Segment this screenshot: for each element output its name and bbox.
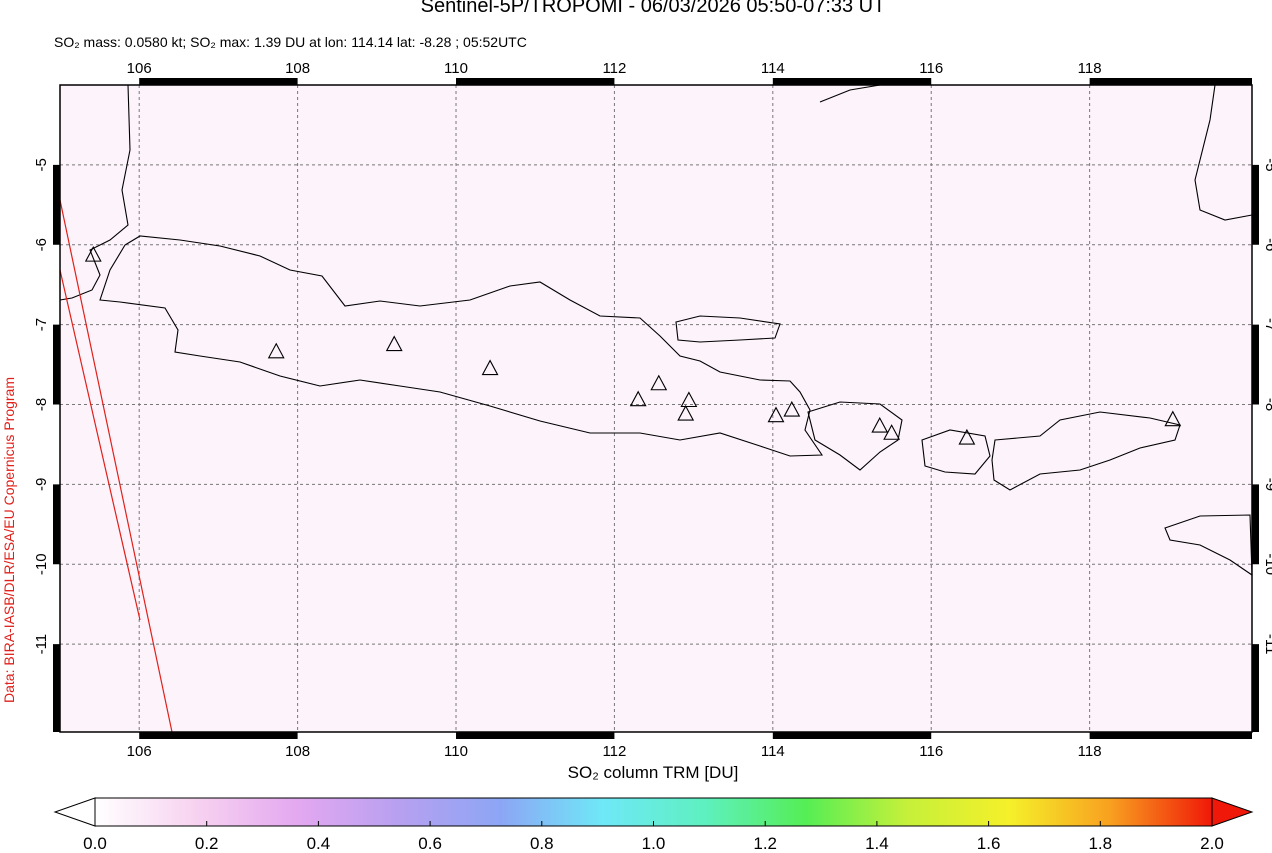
- frame-bar: [772, 732, 932, 739]
- swath-edge: [59, 199, 173, 733]
- y-tick-label: -10: [1262, 553, 1272, 575]
- volcano: [84, 245, 102, 262]
- colorbar-tick-label: 1.0: [642, 834, 666, 853]
- volcano: [680, 391, 698, 408]
- map-background: [60, 85, 1252, 732]
- y-tick-label: -6: [33, 238, 50, 251]
- frame-bar: [1089, 732, 1252, 739]
- volcano: [650, 374, 668, 391]
- x-tick-label: 108: [285, 743, 310, 760]
- x-tick-label: 118: [1078, 743, 1102, 760]
- frame-bar: [139, 732, 298, 739]
- x-tick-label: 116: [919, 743, 943, 760]
- x-tick-label: 118: [1078, 60, 1102, 77]
- y-tick-label: -8: [33, 398, 50, 411]
- grid: [60, 85, 1252, 732]
- frame-bar: [456, 78, 615, 85]
- y-tick-label: -11: [1262, 634, 1272, 655]
- y-tick-label: -8: [1262, 398, 1272, 411]
- colorbar-tick-label: 0.2: [195, 834, 219, 853]
- frame-bar: [772, 78, 932, 85]
- x-tick-label: 116: [919, 60, 943, 77]
- colorbar-tick-label: 1.8: [1088, 834, 1112, 853]
- x-tick-label: 112: [602, 743, 626, 760]
- x-tick-label: 114: [761, 743, 785, 760]
- subtitle: SO₂ mass: 0.0580 kt; SO₂ max: 1.39 DU at…: [54, 34, 527, 50]
- volcano: [267, 342, 285, 359]
- y-tick-label: -9: [33, 478, 50, 491]
- volcano: [1164, 410, 1182, 427]
- frame-bar: [53, 484, 60, 565]
- frame-bar: [1252, 644, 1259, 732]
- volcano: [958, 428, 976, 445]
- frame-bar: [53, 164, 60, 245]
- x-tick-label: 112: [602, 60, 626, 77]
- colorbar-tick-label: 2.0: [1200, 834, 1224, 853]
- volcano: [629, 390, 647, 407]
- y-tick-label: -5: [1262, 158, 1272, 171]
- coast-sumba: [1164, 514, 1253, 577]
- colorbar-over: [1211, 797, 1254, 827]
- title: Sentinel-5P/TROPOMI - 06/03/2026 05:50-0…: [421, 0, 886, 17]
- frame-bar: [53, 644, 60, 732]
- y-tick-label: -5: [33, 158, 50, 171]
- y-tick-label: -7: [33, 318, 50, 331]
- volcanoes: [84, 245, 1182, 445]
- x-tick-label: 110: [444, 60, 468, 77]
- y-tick-label: -6: [1262, 238, 1272, 251]
- x-tick-label: 114: [761, 60, 785, 77]
- swath-edge: [59, 269, 141, 621]
- colorbar-tick-label: 0.8: [530, 834, 554, 853]
- frame-bar: [456, 732, 615, 739]
- volcano: [767, 406, 785, 423]
- frame-bar: [53, 324, 60, 405]
- colorbar-tick-label: 1.4: [865, 834, 889, 853]
- frame-ticks: 106 106 108 108 110 110 112 112 114 114 116 116 118 1…: [33, 60, 1272, 760]
- colorbar: 0.0 0.2 0.4 0.6 0.8 1.0 1.2 1.4 1.6 1.8 2.0: [53, 797, 1254, 853]
- coast-borneo: [819, 84, 1253, 221]
- x-tick-label: 106: [127, 743, 152, 760]
- y-tick-label: -11: [33, 634, 50, 655]
- frame-bar: [1252, 484, 1259, 565]
- colorbar-tick-label: 1.2: [753, 834, 777, 853]
- coast-madura: [675, 315, 781, 343]
- y-tick-label: -7: [1262, 318, 1272, 331]
- colorbar-tick-label: 1.6: [977, 834, 1001, 853]
- credit: Data: BIRA-IASB/DLR/ESA/EU Copernicus Pr…: [1, 377, 17, 703]
- frame-bar: [1252, 324, 1259, 405]
- coast-java: [99, 235, 824, 457]
- swath-edges: [59, 199, 173, 733]
- map-frame: [59, 84, 1253, 733]
- frame-bar: [1089, 78, 1252, 85]
- coast-sumatra: [59, 84, 131, 301]
- volcano: [481, 359, 499, 376]
- frame-bar: [1252, 164, 1259, 245]
- coast-bali: [807, 401, 903, 471]
- colorbar-tick-label: 0.4: [307, 834, 331, 853]
- coast-lombok: [921, 429, 991, 475]
- x-tick-label: 106: [127, 60, 152, 77]
- x-tick-label: 108: [285, 60, 310, 77]
- colorbar-tick-label: 0.6: [418, 834, 442, 853]
- volcano: [677, 404, 695, 421]
- frame-bar: [139, 78, 298, 85]
- colorbar-tick-label: 0.0: [83, 834, 107, 853]
- x-tick-label: 110: [444, 743, 468, 760]
- coast-sumbawa: [991, 411, 1181, 491]
- colorbar-label: SO₂ column TRM [DU]: [568, 763, 739, 782]
- colorbar-under: [53, 797, 96, 827]
- volcano: [783, 400, 801, 417]
- y-tick-label: -10: [33, 553, 50, 575]
- coastlines: [59, 84, 1253, 577]
- volcano: [385, 335, 403, 352]
- volcano: [871, 416, 889, 433]
- volcano: [883, 424, 901, 440]
- y-tick-label: -9: [1262, 478, 1272, 491]
